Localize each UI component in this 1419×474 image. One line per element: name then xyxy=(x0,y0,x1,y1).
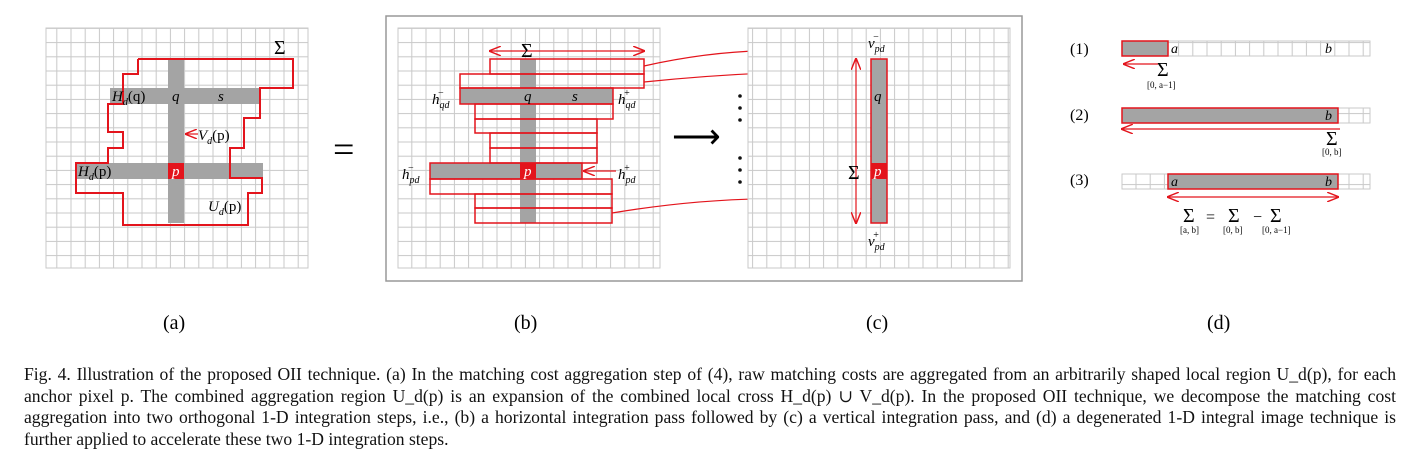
label-d: (d) xyxy=(1207,312,1230,334)
sigma-d1: Σ xyxy=(1157,59,1169,81)
panel-c: Σ q p vpd− vpd+ xyxy=(747,27,1011,269)
b-label-3: b xyxy=(1325,175,1332,190)
q-label-a: q xyxy=(172,89,180,105)
label-a: (a) xyxy=(163,312,185,334)
sigma-d3c: Σ xyxy=(1270,205,1282,227)
vertical-cross-a xyxy=(168,59,184,223)
hpd-minus: hpd− xyxy=(402,163,421,186)
equals-sign: = xyxy=(333,129,354,171)
sigma-b: Σ xyxy=(521,40,533,62)
sigma-d3a: Σ xyxy=(1183,205,1195,227)
label-b: (b) xyxy=(514,312,537,334)
row-3-label: (3) xyxy=(1070,172,1089,189)
b-label-2: b xyxy=(1325,109,1332,124)
Up-label: Ud(p) xyxy=(208,199,241,218)
hqd-plus: hqd+ xyxy=(618,88,637,111)
row-2-label: (2) xyxy=(1070,107,1089,124)
vertical-dots xyxy=(738,94,742,184)
anchor-pixel-a xyxy=(168,163,184,179)
bc-frame xyxy=(385,15,1023,282)
hq-bar-a xyxy=(110,88,260,104)
Hq-label: Hd(q) xyxy=(111,89,145,108)
b-label-1: b xyxy=(1325,42,1332,57)
sigma-c: Σ xyxy=(848,162,860,184)
row-spans-b xyxy=(429,58,645,224)
range-d3b: [0, b] xyxy=(1223,225,1243,235)
sigma-a: Σ xyxy=(274,37,286,59)
panel-a: Σ Hd(q) q s Vd(p) Hd(p) p Ud(p) xyxy=(45,27,309,269)
range-d3a: [a, b] xyxy=(1180,225,1199,235)
sigma-d2: Σ xyxy=(1326,128,1338,150)
q-label-b: q xyxy=(524,89,532,105)
panel-d: (1) (2) (3) a b Σ [0, a−1] b Σ [0, b] a … xyxy=(1070,40,1371,235)
v-top: vpd− xyxy=(868,32,886,55)
hpd-plus: hpd+ xyxy=(618,163,637,186)
sigma-d3b: Σ xyxy=(1228,205,1240,227)
row-1-label: (1) xyxy=(1070,41,1089,58)
transition-arrow: ⟶ xyxy=(672,119,721,156)
p-label-b: p xyxy=(523,164,532,180)
range-d1: [0, a−1] xyxy=(1147,80,1176,90)
v-bottom: vpd+ xyxy=(868,230,886,253)
region-outline-a xyxy=(75,58,294,226)
hqd-minus: hqd− xyxy=(432,88,451,111)
figure-4: Σ Hd(q) q s Vd(p) Hd(p) p Ud(p) = xyxy=(45,15,1371,334)
p-label-c: p xyxy=(873,164,882,180)
panel-b: Σ q s p hqd− hqd+ hpd− hpd+ xyxy=(397,27,661,269)
Vp-label: Vd(p) xyxy=(198,128,230,147)
range-d3c: [0, a−1] xyxy=(1262,225,1291,235)
figure-caption: Fig. 4. Illustration of the proposed OII… xyxy=(24,364,1396,449)
a-label-3: a xyxy=(1171,175,1178,190)
Hp-label: Hd(p) xyxy=(77,164,111,183)
eq-d3: = xyxy=(1206,209,1215,226)
label-c: (c) xyxy=(866,312,888,334)
s-label-b: s xyxy=(572,89,578,105)
q-label-c: q xyxy=(874,89,882,105)
range-d2: [0, b] xyxy=(1322,147,1342,157)
s-label-a: s xyxy=(218,89,224,105)
a-label-1: a xyxy=(1171,42,1178,57)
p-label-a: p xyxy=(171,164,180,180)
minus-d3: − xyxy=(1253,209,1262,226)
